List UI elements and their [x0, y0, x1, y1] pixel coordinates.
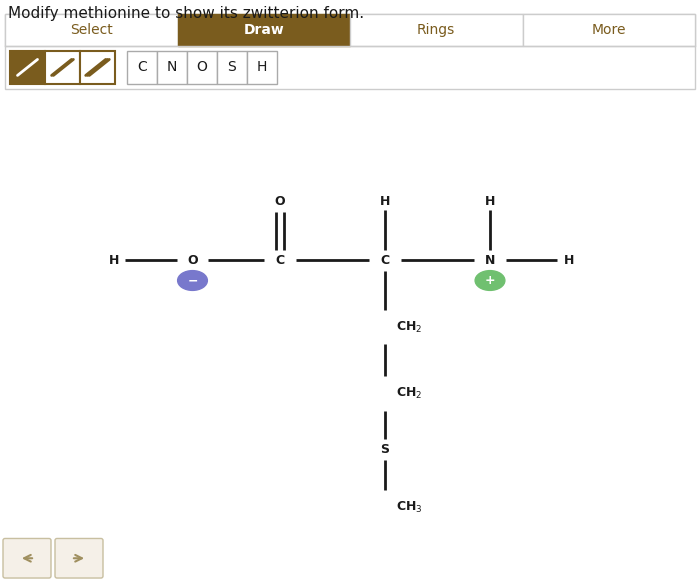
FancyBboxPatch shape [217, 51, 247, 84]
Circle shape [475, 271, 505, 291]
Text: N: N [485, 253, 495, 267]
FancyBboxPatch shape [522, 14, 695, 46]
FancyBboxPatch shape [5, 14, 178, 46]
Text: Rings: Rings [417, 23, 456, 37]
FancyBboxPatch shape [3, 538, 51, 578]
Text: H: H [257, 60, 267, 74]
FancyBboxPatch shape [187, 51, 217, 84]
Text: H: H [564, 253, 574, 267]
FancyBboxPatch shape [45, 51, 80, 84]
Text: O: O [274, 195, 286, 208]
FancyBboxPatch shape [10, 51, 45, 84]
Text: More: More [592, 23, 626, 37]
FancyBboxPatch shape [157, 51, 187, 84]
Text: CH$_2$: CH$_2$ [395, 386, 422, 401]
Text: C: C [137, 60, 147, 74]
FancyBboxPatch shape [247, 51, 277, 84]
Text: O: O [197, 60, 207, 74]
FancyBboxPatch shape [178, 14, 350, 46]
Text: O: O [187, 253, 198, 267]
Circle shape [178, 271, 207, 291]
FancyBboxPatch shape [127, 51, 157, 84]
Text: H: H [380, 195, 390, 208]
Text: Modify methionine to show its zwitterion form.: Modify methionine to show its zwitterion… [8, 6, 364, 21]
Text: N: N [167, 60, 177, 74]
Text: H: H [485, 195, 495, 208]
Text: C: C [380, 253, 390, 267]
FancyBboxPatch shape [55, 538, 103, 578]
Text: −: − [188, 274, 197, 287]
Text: H: H [108, 253, 119, 267]
FancyBboxPatch shape [350, 14, 522, 46]
Text: CH$_3$: CH$_3$ [395, 500, 422, 515]
Text: CH$_2$: CH$_2$ [395, 320, 422, 335]
Text: S: S [381, 443, 389, 456]
Text: Draw: Draw [244, 23, 284, 37]
Text: C: C [275, 253, 285, 267]
Text: +: + [484, 274, 496, 287]
Text: S: S [228, 60, 237, 74]
FancyBboxPatch shape [5, 14, 695, 89]
FancyBboxPatch shape [80, 51, 115, 84]
Text: Select: Select [70, 23, 113, 37]
